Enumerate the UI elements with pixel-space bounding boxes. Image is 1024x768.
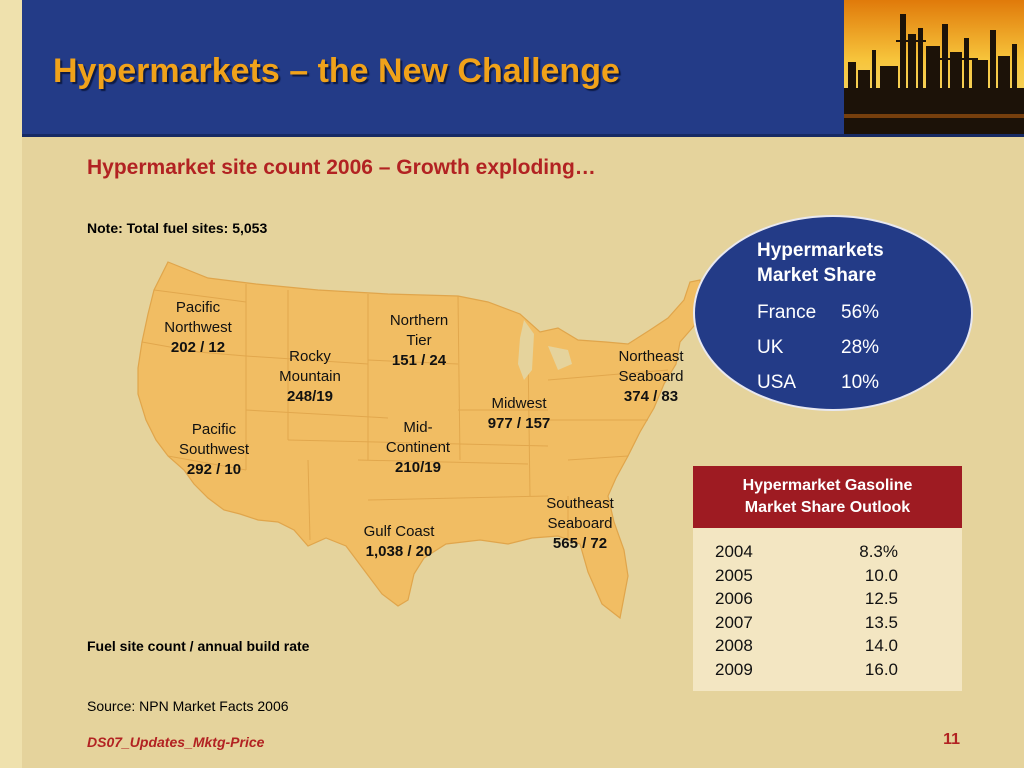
region-name-line: Gulf Coast bbox=[363, 523, 435, 540]
table-row: 2005 10.0 bbox=[693, 566, 962, 590]
region-name-line: Southwest bbox=[178, 441, 250, 458]
region-name-line: Mid- bbox=[403, 419, 433, 436]
market-share-callout bbox=[693, 215, 973, 411]
region-name-line: Tier bbox=[406, 332, 432, 349]
total-sites-note: Note: Total fuel sites: 5,053 bbox=[87, 220, 268, 236]
region-mid-continent: Mid- Continent 210/19 bbox=[370, 418, 466, 478]
value-cell: 10.0 bbox=[864, 565, 898, 585]
table-row: 2006 12.5 bbox=[693, 589, 962, 613]
value-cell: 8.3% bbox=[859, 542, 898, 561]
year-cell: 2004 bbox=[715, 542, 753, 561]
region-name-line: Mountain bbox=[279, 368, 341, 385]
market-share-title-line: Hypermarkets bbox=[757, 240, 884, 261]
value-cell: 14.0 bbox=[864, 636, 898, 655]
table-row: 2004 8.3% bbox=[693, 542, 962, 566]
region-name-line: Northern bbox=[389, 312, 449, 329]
region-count: 151 / 24 bbox=[391, 352, 447, 369]
market-share-title: Hypermarkets Market Share bbox=[757, 238, 947, 288]
left-border bbox=[0, 0, 22, 768]
region-name-line: Seaboard bbox=[547, 515, 613, 532]
region-count: 202 / 12 bbox=[170, 339, 226, 356]
refinery-photo bbox=[844, 0, 1024, 134]
region-name-line: Pacific bbox=[175, 299, 221, 316]
table-row: 2007 13.5 bbox=[693, 613, 962, 637]
market-share-row: USA 10% bbox=[757, 372, 879, 394]
outlook-table: Hypermarket Gasoline Market Share Outloo… bbox=[693, 466, 962, 691]
region-pacific-southwest: Pacific Southwest 292 / 10 bbox=[164, 420, 264, 480]
region-midwest: Midwest 977 / 157 bbox=[470, 394, 568, 434]
region-rocky-mountain: Rocky Mountain 248/19 bbox=[262, 347, 358, 407]
region-gulf-coast: Gulf Coast 1,038 / 20 bbox=[346, 522, 452, 562]
us-map bbox=[137, 261, 703, 620]
region-count: 565 / 72 bbox=[552, 535, 608, 552]
region-count: 374 / 83 bbox=[623, 388, 679, 405]
region-southeast-seaboard: Southeast Seaboard 565 / 72 bbox=[532, 494, 628, 554]
region-name-line: Continent bbox=[385, 439, 451, 456]
region-name-line: Northwest bbox=[164, 319, 232, 336]
region-pacific-northwest: Pacific Northwest 202 / 12 bbox=[148, 298, 248, 358]
region-name-line: Seaboard bbox=[618, 368, 684, 385]
region-northern-tier: Northern Tier 151 / 24 bbox=[372, 311, 466, 371]
share: 56% bbox=[841, 302, 880, 323]
outlook-table-header: Hypermarket Gasoline Market Share Outloo… bbox=[693, 466, 962, 528]
region-name-line: Midwest bbox=[491, 395, 547, 412]
region-name-line: Rocky bbox=[289, 348, 331, 365]
region-count: 977 / 157 bbox=[487, 415, 551, 432]
year-cell: 2005 bbox=[715, 565, 753, 585]
map-caption: Fuel site count / annual build rate bbox=[87, 638, 310, 654]
outlook-table-body: 2004 8.3% 2005 10.0 2006 12.5 2007 13.5 2008… bbox=[693, 528, 962, 683]
region-northeast-seaboard: Northeast Seaboard 374 / 83 bbox=[603, 347, 699, 407]
outlook-title-line: Hypermarket Gasoline bbox=[742, 477, 913, 494]
year-cell: 2007 bbox=[715, 612, 753, 632]
year-cell: 2006 bbox=[715, 589, 753, 608]
region-count: 292 / 10 bbox=[186, 461, 242, 478]
table-row: 2009 16.0 bbox=[693, 660, 962, 684]
year-cell: 2008 bbox=[715, 636, 753, 655]
value-cell: 16.0 bbox=[864, 659, 898, 679]
share: 10% bbox=[841, 372, 880, 393]
region-name-line: Pacific bbox=[191, 421, 237, 438]
page-number: 11 bbox=[943, 731, 960, 748]
header-divider bbox=[22, 134, 1024, 137]
header-bar bbox=[22, 0, 844, 134]
region-name-line: Northeast bbox=[618, 348, 684, 365]
market-share-row: France 56% bbox=[757, 302, 879, 324]
country: UK bbox=[757, 337, 784, 358]
share: 28% bbox=[841, 337, 880, 358]
table-row: 2008 14.0 bbox=[693, 636, 962, 660]
market-share-row: UK 28% bbox=[757, 337, 879, 359]
market-share-title-line: Market Share bbox=[757, 265, 877, 286]
region-count: 248/19 bbox=[287, 388, 333, 405]
slide-title: Hypermarkets – the New Challenge bbox=[53, 52, 620, 90]
value-cell: 12.5 bbox=[864, 589, 898, 608]
year-cell: 2009 bbox=[715, 659, 753, 679]
country: USA bbox=[757, 372, 797, 393]
value-cell: 13.5 bbox=[864, 612, 898, 632]
footer-label: DS07_Updates_Mktg-Price bbox=[87, 734, 265, 750]
region-count: 1,038 / 20 bbox=[365, 543, 433, 560]
region-count: 210/19 bbox=[395, 459, 441, 476]
country: France bbox=[757, 302, 817, 323]
source-note: Source: NPN Market Facts 2006 bbox=[87, 698, 289, 714]
slide-subtitle: Hypermarket site count 2006 – Growth exp… bbox=[87, 156, 596, 179]
outlook-title-line: Market Share Outlook bbox=[744, 499, 911, 516]
region-name-line: Southeast bbox=[546, 495, 614, 512]
